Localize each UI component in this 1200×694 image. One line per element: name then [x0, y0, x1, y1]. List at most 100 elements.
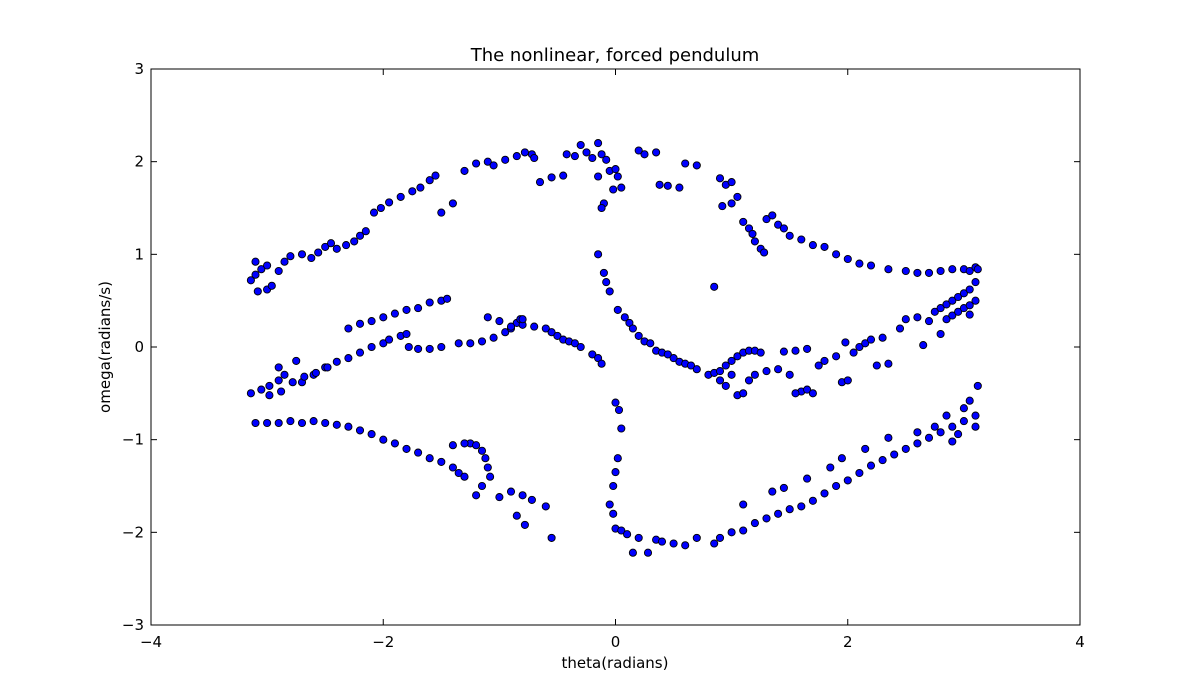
data-point	[901, 315, 910, 324]
data-point	[361, 227, 370, 236]
data-point	[878, 456, 887, 465]
data-point	[617, 526, 626, 535]
data-point	[878, 333, 887, 342]
data-point	[971, 278, 980, 287]
data-point	[803, 344, 812, 353]
data-point	[750, 237, 759, 246]
data-point	[314, 248, 323, 257]
data-point	[797, 235, 806, 244]
data-point	[506, 322, 516, 331]
data-point	[483, 313, 492, 322]
data-point	[634, 331, 643, 340]
data-point	[715, 376, 725, 385]
x-tick-label: 4	[1075, 633, 1085, 651]
y-axis-label: omega(radians/s)	[96, 281, 114, 413]
data-point	[936, 266, 945, 276]
data-point	[820, 356, 829, 365]
y-tick-label: 3	[134, 60, 144, 78]
data-point	[866, 461, 876, 470]
data-point	[454, 468, 463, 478]
data-point	[686, 361, 696, 370]
data-point	[597, 203, 606, 213]
data-point	[466, 339, 475, 348]
data-point	[486, 472, 495, 481]
data-point	[652, 148, 661, 157]
data-point	[942, 411, 951, 420]
data-point	[791, 389, 800, 398]
y-tick-label: −3	[122, 616, 144, 634]
data-point	[535, 178, 545, 187]
data-point	[768, 487, 777, 496]
data-point	[942, 315, 951, 324]
data-point	[280, 257, 289, 266]
data-point	[681, 541, 690, 550]
data-point	[597, 359, 606, 368]
data-point	[267, 281, 276, 290]
data-point	[779, 224, 788, 233]
data-point	[385, 198, 394, 207]
data-point	[506, 487, 516, 496]
data-point	[344, 324, 353, 333]
data-point	[849, 348, 858, 357]
data-point	[402, 329, 411, 339]
data-point	[609, 481, 618, 491]
data-point	[588, 153, 597, 163]
data-point	[646, 339, 655, 348]
data-point	[613, 172, 622, 181]
data-point	[748, 229, 757, 238]
data-point	[288, 378, 297, 387]
data-point	[924, 268, 934, 277]
data-point	[973, 381, 982, 390]
data-point	[286, 252, 295, 261]
data-point	[930, 307, 939, 316]
data-point	[948, 422, 957, 431]
y-tick-label: 2	[134, 153, 144, 171]
data-point	[562, 150, 571, 159]
data-point	[710, 282, 719, 291]
data-point	[251, 418, 260, 428]
data-point	[501, 328, 510, 337]
data-point	[597, 150, 606, 159]
data-point	[959, 404, 968, 413]
data-point	[733, 192, 742, 201]
data-point	[634, 533, 643, 542]
y-tick-label: 1	[134, 245, 144, 263]
data-point	[744, 376, 754, 385]
data-point	[396, 192, 405, 201]
data-point	[263, 261, 272, 270]
data-point	[414, 344, 423, 353]
data-point	[820, 242, 829, 251]
data-point	[756, 348, 765, 357]
data-point	[390, 439, 399, 448]
data-point	[495, 493, 504, 502]
data-point	[774, 509, 783, 518]
data-point	[425, 176, 434, 185]
data-point	[332, 420, 341, 429]
data-point	[379, 339, 388, 348]
data-point	[861, 444, 870, 453]
axis-ticks: −4 −2 0 2 4 −3 −2 −1 0 1 2 3	[122, 60, 1085, 651]
data-point	[628, 324, 637, 333]
data-point	[265, 381, 274, 390]
data-point	[605, 500, 614, 509]
data-point	[913, 439, 922, 448]
data-point	[803, 385, 812, 394]
data-point	[739, 217, 748, 226]
data-point	[602, 278, 611, 287]
data-point	[425, 344, 434, 353]
data-point	[808, 241, 817, 250]
data-point	[460, 166, 469, 175]
data-point	[472, 441, 481, 450]
data-point	[913, 268, 922, 277]
data-point	[355, 426, 365, 435]
data-point	[948, 265, 957, 274]
data-point	[884, 433, 893, 442]
data-point	[739, 526, 748, 535]
data-point	[965, 310, 974, 319]
data-point	[936, 304, 945, 313]
data-point	[530, 153, 539, 163]
data-point	[501, 155, 510, 164]
data-point	[837, 454, 846, 463]
y-tick-label: 0	[134, 338, 144, 356]
